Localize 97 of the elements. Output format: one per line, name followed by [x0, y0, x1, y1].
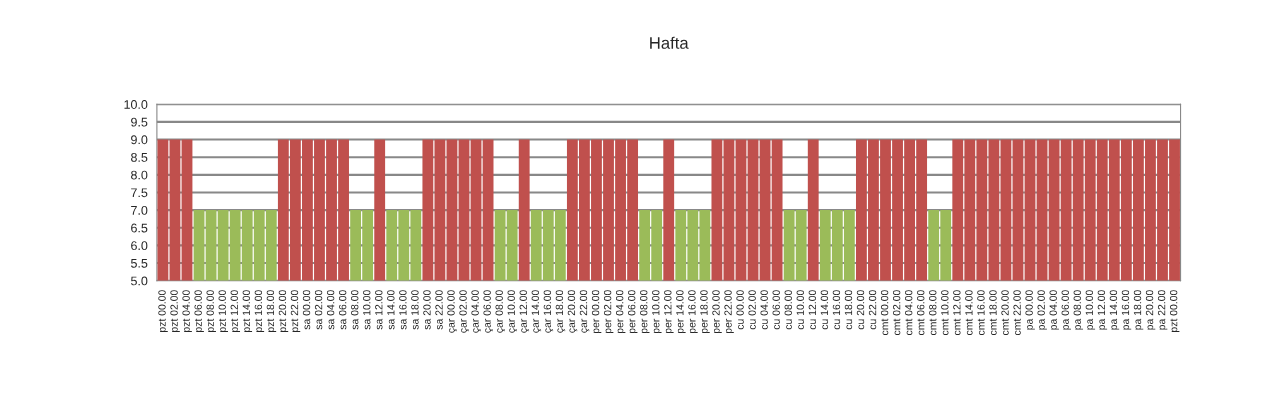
- x-tick-label: pa 10.00: [1085, 290, 1096, 330]
- x-tick-label: cmt 10.00: [941, 290, 949, 336]
- x-tick-label: per 14.00: [676, 290, 686, 334]
- x-tick-label: pa 18.00: [1133, 290, 1144, 330]
- x-tick-label: pa 20.00: [1145, 290, 1156, 330]
- x-tick-label: sa 00.00: [302, 290, 311, 330]
- x-tick-label: pa 14.00: [1109, 290, 1120, 330]
- x-tick-label: çar 04.00: [471, 290, 481, 333]
- y-tick-label: 5.5: [130, 258, 148, 268]
- x-tick-label: sa 18.00: [411, 290, 419, 330]
- y-tick-label: 5.0: [130, 276, 148, 286]
- x-tick-label: sa 08.00: [351, 290, 359, 330]
- y-tick-label: 9.0: [131, 135, 148, 145]
- x-tick-label: per 18.00: [700, 290, 710, 334]
- x-tick-label: cmt 06.00: [917, 290, 925, 336]
- x-tick-label: pzt 16.00: [254, 290, 265, 332]
- x-tick-label: cu 22.00: [868, 290, 877, 330]
- x-tick-label: pzt 10.00: [218, 290, 228, 332]
- y-tick-label: 6.0: [131, 241, 148, 251]
- x-tick-label: cu 18.00: [844, 290, 853, 330]
- x-tick-label: sa 06.00: [338, 290, 347, 330]
- x-tick-label: çar 00.00: [447, 290, 457, 333]
- x-tick-label: per 02.00: [603, 290, 614, 334]
- x-tick-label: sa 14.00: [387, 290, 395, 330]
- x-tick-label: per 08.00: [640, 290, 650, 334]
- x-tick-label: cmt 20.00: [1001, 290, 1009, 336]
- x-tick-label: pzt 06.00: [194, 290, 204, 332]
- x-tick-label: cu 00.00: [736, 290, 744, 330]
- x-tick-label: cmt 16.00: [977, 290, 985, 336]
- x-tick-label: cu 06.00: [772, 290, 780, 330]
- x-tick-label: cu 10.00: [796, 290, 804, 330]
- x-tick-label: sa 16.00: [399, 290, 407, 330]
- x-tick-label: cu 16.00: [832, 290, 841, 330]
- x-tick-label: pa 22.00: [1157, 290, 1168, 330]
- x-tick-label: çar 08.00: [495, 290, 505, 333]
- x-tick-label: per 04.00: [615, 290, 626, 334]
- x-tick-label: çar 18.00: [555, 290, 566, 333]
- x-tick-label: cmt 04.00: [905, 290, 913, 336]
- x-tick-label: pzt 00.00: [158, 290, 168, 332]
- y-tick-label: 8.5: [131, 152, 148, 162]
- x-tick-label: pzt 04.00: [182, 290, 192, 332]
- x-tick-label: per 12.00: [664, 290, 674, 334]
- x-tick-label: pzt 18.00: [266, 290, 277, 332]
- x-tick-label: per 16.00: [688, 290, 698, 334]
- x-tick-label: per 06.00: [628, 290, 638, 334]
- x-tick-label: çar 16.00: [543, 290, 554, 333]
- x-tick-label: sa 10.00: [363, 290, 371, 330]
- x-tick-label: pa 06.00: [1061, 290, 1071, 330]
- x-tick-label: pzt 02.00: [170, 290, 180, 332]
- x-tick-label: pzt 14.00: [242, 290, 253, 332]
- x-tick-label: pzt 20.00: [278, 290, 289, 332]
- x-tick-label: pa 00.00: [1025, 290, 1035, 330]
- x-tick-label: cmt 22.00: [1013, 290, 1021, 336]
- y-tick-label: 7.0: [131, 205, 148, 215]
- x-tick-label: per 20.00: [712, 290, 722, 334]
- x-tick-label: cu 08.00: [784, 290, 792, 330]
- x-tick-label: cmt 14.00: [965, 290, 973, 336]
- x-tick-label: cu 20.00: [856, 290, 865, 330]
- y-tick-label: 9.5: [131, 117, 148, 127]
- x-tick-label: cu 02.00: [748, 290, 756, 330]
- x-tick-label: çar 14.00: [531, 290, 542, 333]
- x-tick-label: cu 04.00: [760, 290, 768, 330]
- x-tick-label: sa 22.00: [435, 290, 443, 330]
- chart-title: Hafta: [650, 36, 689, 49]
- x-tick-label: per 22.00: [724, 290, 734, 334]
- x-tick-label: cmt 00.00: [880, 290, 889, 336]
- x-tick-label: per 00.00: [591, 290, 602, 334]
- x-tick-label: cu 14.00: [820, 290, 829, 330]
- x-tick-label: sa 02.00: [314, 290, 323, 330]
- x-tick-label: cmt 18.00: [989, 290, 997, 336]
- x-tick-label: pzt 22.00: [290, 290, 301, 332]
- x-tick-label: çar 02.00: [459, 290, 469, 333]
- y-tick-label: 10.0: [124, 100, 148, 109]
- x-tick-label: pzt 08.00: [206, 290, 216, 332]
- y-tick-label: 7.5: [131, 188, 148, 198]
- x-tick-label: cu 12.00: [808, 290, 817, 330]
- x-tick-label: pzt 12.00: [230, 290, 241, 332]
- x-tick-label: sa 04.00: [326, 290, 335, 330]
- x-tick-label: pa 02.00: [1037, 290, 1047, 330]
- x-tick-label: çar 22.00: [579, 290, 590, 333]
- x-tick-label: çar 06.00: [483, 290, 493, 333]
- x-tick-label: pa 04.00: [1049, 290, 1059, 330]
- y-tick-label: 8.0: [131, 170, 148, 180]
- x-tick-label: pa 08.00: [1073, 290, 1084, 330]
- x-tick-label: sa 20.00: [423, 290, 431, 330]
- x-tick-label: pzt 00.00: [1169, 290, 1180, 332]
- x-tick-label: cmt 02.00: [892, 290, 901, 336]
- x-tick-label: pa 12.00: [1097, 290, 1108, 330]
- x-tick-label: sa 12.00: [375, 290, 383, 330]
- x-tick-label: cmt 12.00: [953, 290, 961, 336]
- x-tick-label: pa 16.00: [1121, 290, 1132, 330]
- x-tick-label: çar 10.00: [507, 290, 518, 333]
- x-tick-label: çar 12.00: [519, 290, 530, 333]
- x-tick-label: çar 20.00: [567, 290, 578, 333]
- y-tick-label: 6.5: [131, 223, 148, 233]
- x-tick-label: per 10.00: [652, 290, 662, 334]
- x-tick-label: cmt 08.00: [929, 290, 937, 336]
